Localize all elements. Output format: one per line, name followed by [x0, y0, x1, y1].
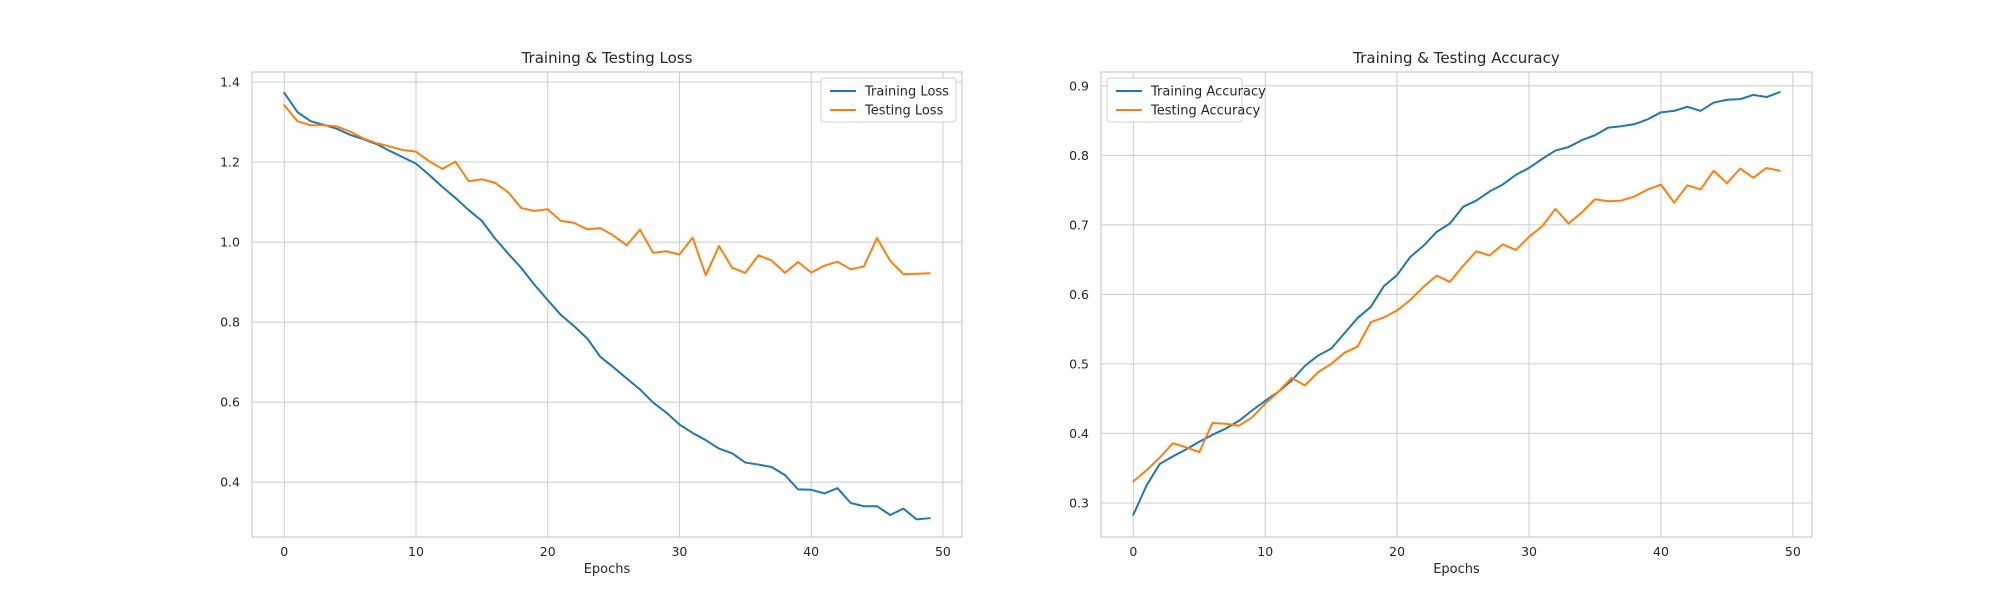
accuracy-legend: Training Accuracy Testing Accuracy [1106, 77, 1266, 123]
loss-gridlines [252, 72, 962, 537]
loss-x-tick-label: 30 [671, 544, 687, 559]
loss-x-tick-label: 40 [803, 544, 819, 559]
accuracy-y-tick-label: 0.4 [1069, 426, 1089, 441]
loss-chart-xlabel: Epochs [584, 562, 631, 577]
loss-plot-frame [251, 71, 963, 538]
accuracy-chart: Training & Testing Accuracy Epochs 0 10 20… [1069, 49, 1813, 577]
accuracy-series-line-testing [1132, 166, 1781, 483]
accuracy-x-tick-label: 0 [1129, 544, 1137, 559]
loss-y-tick-label: 0.8 [220, 315, 240, 330]
loss-chart: Training & Testing Loss Epochs 0 10 20 30 40… [220, 49, 963, 577]
loss-legend: Training Loss Testing Loss [820, 77, 957, 123]
accuracy-legend-label: Training Accuracy [1150, 85, 1266, 100]
loss-x-tick-label: 20 [540, 544, 556, 559]
loss-x-tick-label: 50 [935, 544, 951, 559]
accuracy-x-tick-label: 20 [1389, 544, 1405, 559]
accuracy-chart-title: Training & Testing Accuracy [1352, 49, 1560, 67]
accuracy-series-line-training [1132, 91, 1781, 516]
loss-legend-label: Training Loss [864, 85, 949, 100]
accuracy-y-tick-label: 0.9 [1069, 78, 1089, 93]
accuracy-x-tick-label: 30 [1521, 544, 1537, 559]
loss-x-tick-label: 0 [280, 544, 288, 559]
loss-y-tick-label: 0.4 [220, 475, 240, 490]
accuracy-gridlines [1101, 72, 1812, 537]
loss-x-tick-label: 10 [408, 544, 424, 559]
accuracy-x-tick-label: 40 [1653, 544, 1669, 559]
accuracy-x-tick-label: 10 [1257, 544, 1273, 559]
accuracy-y-tick-label: 0.3 [1069, 495, 1089, 510]
loss-series-line-testing [283, 104, 931, 277]
accuracy-y-tick-label: 0.8 [1069, 148, 1089, 163]
loss-legend-label: Testing Loss [864, 104, 944, 119]
loss-y-tick-label: 0.6 [220, 395, 240, 410]
accuracy-legend-label: Testing Accuracy [1150, 104, 1260, 119]
loss-chart-title: Training & Testing Loss [521, 49, 693, 67]
accuracy-plot-frame [1100, 71, 1813, 538]
accuracy-y-tick-label: 0.6 [1069, 287, 1089, 302]
loss-y-tick-label: 1.2 [220, 155, 240, 170]
loss-series-line-training [283, 91, 931, 521]
accuracy-y-tick-label: 0.5 [1069, 356, 1089, 371]
accuracy-x-tick-label: 50 [1785, 544, 1801, 559]
accuracy-chart-xlabel: Epochs [1433, 562, 1480, 577]
loss-y-tick-label: 1.0 [220, 235, 240, 250]
accuracy-y-tick-label: 0.7 [1069, 217, 1089, 232]
loss-y-tick-label: 1.4 [220, 75, 240, 90]
